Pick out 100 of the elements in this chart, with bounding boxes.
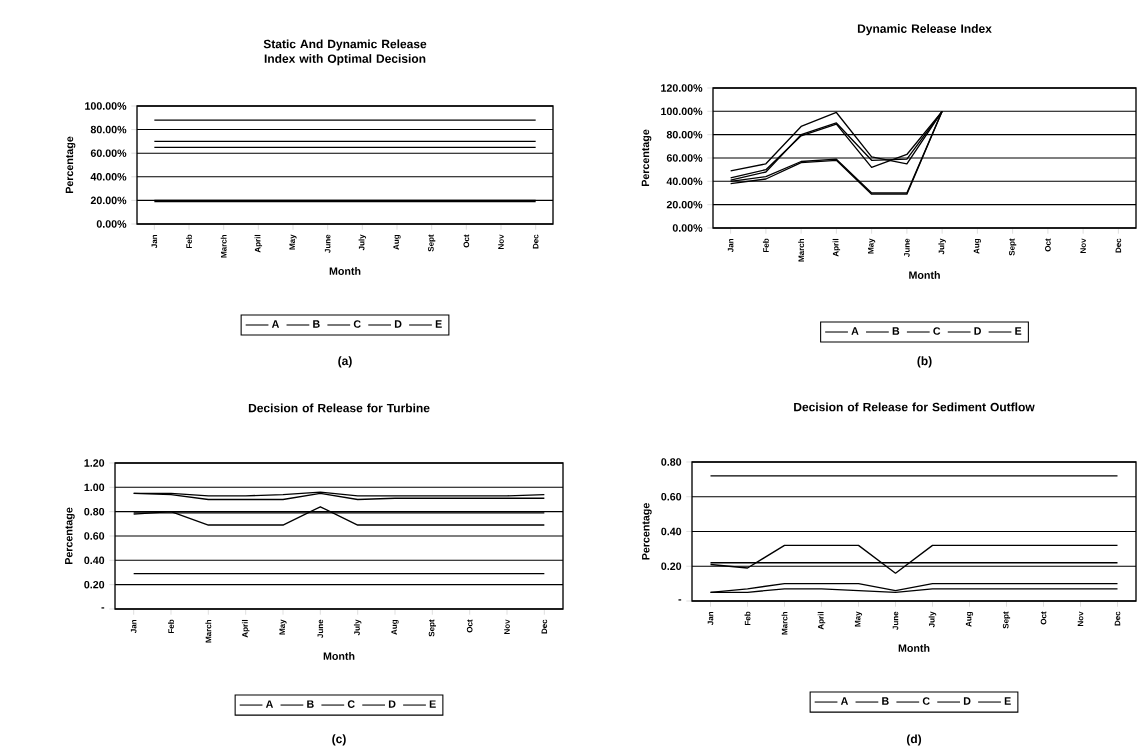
x-tick-label: May	[868, 238, 876, 254]
x-tick-label: Jan	[151, 234, 158, 249]
legend-label: E	[429, 700, 436, 708]
y-tick-label: 0.20	[661, 562, 682, 571]
chart-title: Dynamic Release Index	[857, 24, 992, 36]
y-tick-label: 0.60	[84, 532, 105, 540]
x-tick-label: May	[854, 611, 863, 627]
legend-label: E	[1015, 327, 1022, 335]
text: (c)	[332, 734, 346, 746]
legend-label: B	[882, 697, 889, 705]
x-tick-label: July	[938, 238, 946, 255]
legend-label: D	[394, 320, 402, 328]
chart-title: Decision of Release for Turbine	[248, 403, 430, 413]
text: (b)	[917, 356, 932, 368]
y-tick-label: 0.80	[84, 507, 105, 516]
y-tick-label: 60.00%	[90, 149, 127, 157]
text: (a)	[338, 356, 352, 368]
x-tick-label: Feb	[744, 611, 751, 626]
legend-label: D	[974, 327, 981, 335]
y-tick-label: 20.00%	[666, 200, 703, 209]
x-tick-label: Aug	[393, 234, 401, 250]
legend-label: C	[353, 320, 361, 328]
x-axis-title: Month	[909, 271, 940, 279]
x-tick-label: Feb	[168, 619, 174, 634]
legend-label: C	[347, 700, 355, 708]
y-tick-label: 100.00%	[661, 107, 703, 116]
x-tick-label: Oct	[463, 234, 470, 248]
chart-title: Decision of Release for Sediment Outflow	[794, 402, 1035, 412]
legend-label: C	[933, 327, 941, 335]
y-tick-label: 0.80	[661, 458, 682, 466]
x-tick-label: April	[832, 238, 841, 257]
x-tick-label: June	[892, 611, 899, 630]
chart-title: Static And Dynamic Release Index with Optimal Decision	[263, 39, 427, 66]
y-tick-label: 1.00	[84, 483, 105, 492]
y-tick-label: -	[678, 599, 682, 601]
x-tick-label: Oct	[1045, 238, 1051, 252]
y-tick-label: 20.00%	[90, 196, 127, 205]
x-tick-label: Sept	[1009, 238, 1017, 256]
x-tick-label: July	[928, 611, 937, 628]
x-tick-label: Sept	[1002, 611, 1011, 629]
x-tick-label: July	[358, 234, 367, 251]
x-tick-label: April	[254, 234, 263, 253]
legend-label: C	[922, 697, 930, 705]
y-tick-label: 0.00%	[672, 224, 703, 232]
y-tick-label: 0.60	[661, 492, 682, 501]
y-tick-label: 0.40	[84, 556, 105, 565]
x-tick-label: Sept	[428, 234, 436, 252]
x-tick-label: Oct	[1040, 611, 1047, 625]
x-tick-label: Jan	[707, 611, 714, 626]
x-tick-label: Nov	[498, 234, 504, 249]
x-tick-label: April	[241, 619, 250, 638]
y-tick-label: 1.20	[84, 459, 105, 467]
legend-label: B	[892, 327, 900, 335]
y-tick-label: 0.40	[661, 527, 682, 536]
x-tick-label: May	[279, 619, 287, 635]
y-tick-label: 40.00%	[90, 173, 127, 181]
y-tick-label: 100.00%	[85, 102, 127, 110]
y-tick-label: 60.00%	[666, 154, 703, 162]
x-tick-label: Aug	[391, 619, 399, 635]
x-tick-label: Nov	[1080, 238, 1086, 253]
x-tick-label: Nov	[1077, 611, 1084, 626]
legend-label: A	[265, 700, 274, 708]
x-axis-title: Month	[898, 644, 930, 652]
y-tick-label: 120.00%	[661, 84, 703, 92]
x-tick-label: Oct	[466, 619, 473, 633]
y-axis-title: Percentage	[65, 136, 76, 194]
x-tick-label: Jan	[727, 238, 734, 253]
x-tick-label: Aug	[965, 611, 974, 627]
x-tick-label: Sept	[428, 619, 436, 637]
legend-label: A	[840, 697, 849, 705]
x-tick-label: Dec	[1114, 611, 1121, 626]
x-tick-label: Dec	[541, 619, 548, 634]
legend-label: E	[435, 320, 442, 328]
y-tick-label: 0.00%	[96, 220, 127, 228]
y-tick-label: 80.00%	[666, 130, 703, 139]
y-tick-label: 40.00%	[666, 177, 703, 186]
x-tick-label: March	[205, 619, 212, 643]
legend-label: A	[851, 327, 859, 335]
legend-label: D	[388, 700, 396, 708]
x-tick-label: March	[220, 234, 227, 258]
x-tick-label: Aug	[973, 238, 981, 254]
legend-label: E	[1004, 697, 1011, 705]
y-axis-title: Percentage	[641, 129, 652, 187]
x-tick-label: June	[904, 238, 910, 257]
x-tick-label: April	[817, 611, 826, 630]
legend-label: B	[313, 320, 320, 328]
y-tick-label: -	[101, 607, 105, 609]
x-tick-label: June	[317, 619, 324, 638]
y-tick-label: 0.20	[84, 580, 105, 589]
x-tick-label: June	[324, 234, 331, 253]
text: (d)	[906, 734, 922, 746]
x-tick-label: Dec	[532, 234, 539, 249]
y-axis-title: Percentage	[65, 507, 75, 565]
y-axis-title: Percentage	[642, 503, 652, 560]
legend-label: D	[963, 697, 971, 705]
legend-label: A	[271, 320, 280, 328]
x-tick-label: Feb	[762, 238, 769, 253]
x-tick-label: March	[781, 611, 788, 635]
x-tick-label: Dec	[1115, 238, 1122, 253]
x-tick-label: Jan	[130, 619, 137, 634]
